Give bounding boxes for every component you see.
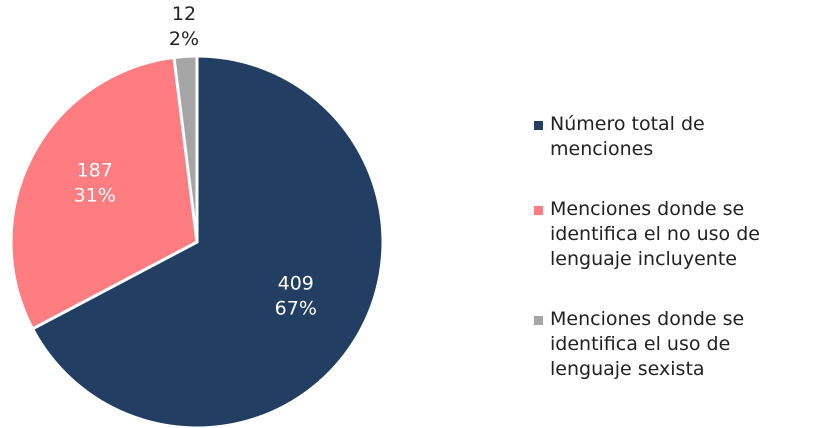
legend-item: Menciones donde se identifica el no uso … <box>530 197 810 272</box>
legend-swatch <box>534 206 543 215</box>
legend-label: Menciones donde se identifica el no uso … <box>550 198 760 270</box>
data-label-percent: 67% <box>275 298 317 320</box>
data-label: 187 31% <box>74 160 116 207</box>
data-label-value: 12 <box>172 3 196 25</box>
data-label-value: 187 <box>77 160 113 182</box>
legend-item: Número total de menciones <box>530 112 810 162</box>
pie-slice <box>9 55 199 331</box>
legend-swatch <box>534 316 543 325</box>
data-label-percent: 31% <box>74 185 116 207</box>
legend: Número total de menciones Menciones donde… <box>530 112 810 417</box>
legend-label: Número total de menciones <box>550 113 705 160</box>
data-label: 409 67% <box>275 273 317 320</box>
pie-slice <box>30 54 385 428</box>
legend-swatch <box>534 121 543 130</box>
data-label-percent: 2% <box>169 28 199 50</box>
pie-slice <box>172 54 199 243</box>
data-label: 12 2% <box>169 3 199 50</box>
legend-item: Menciones donde se identifica el uso de … <box>530 307 810 382</box>
legend-label: Menciones donde se identifica el uso de … <box>550 308 745 380</box>
data-label-value: 409 <box>278 273 314 295</box>
